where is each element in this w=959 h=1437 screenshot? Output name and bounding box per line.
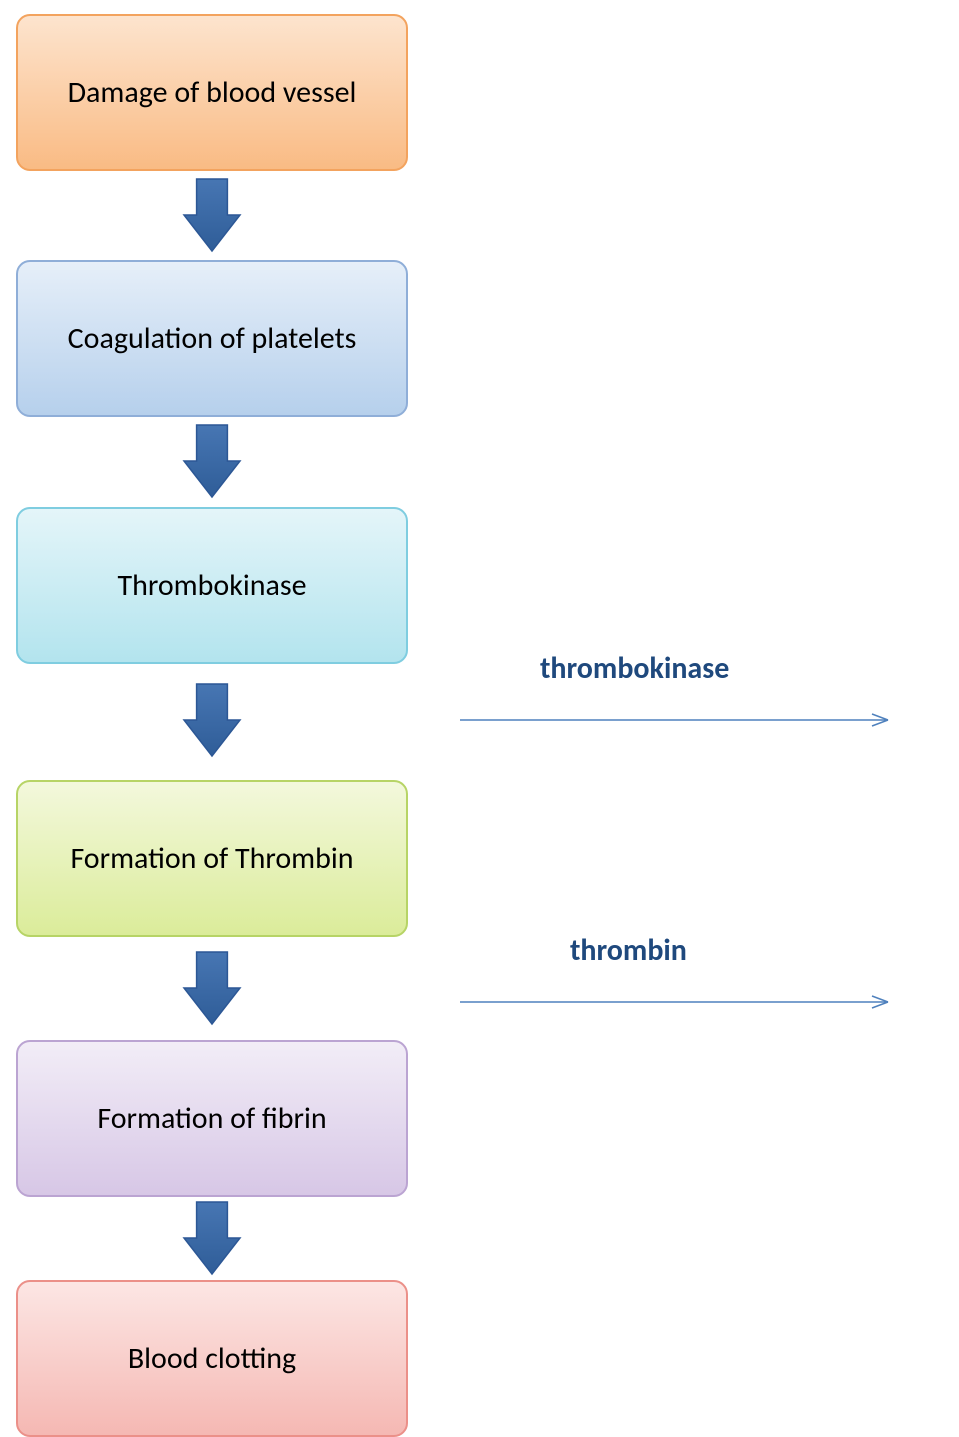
flow-node-thrombin: Formation of Thrombin [16, 780, 408, 937]
down-arrow-icon [180, 680, 244, 760]
flow-node-clotting: Blood clotting [16, 1280, 408, 1437]
flow-node-coagulation: Coagulation of platelets [16, 260, 408, 417]
side-label-thrombokinase: thrombokinase [540, 650, 729, 687]
down-arrow-icon [180, 175, 244, 255]
right-arrow-icon [460, 987, 894, 1017]
down-arrow-icon [180, 421, 244, 501]
flow-node-damage: Damage of blood vessel [16, 14, 408, 171]
flow-node-fibrin: Formation of fibrin [16, 1040, 408, 1197]
down-arrow-icon [180, 1198, 244, 1278]
down-arrow-icon [180, 948, 244, 1028]
right-arrow-icon [460, 705, 894, 735]
side-label-thrombin: thrombin [570, 932, 687, 969]
flow-node-thrombokinase: Thrombokinase [16, 507, 408, 664]
